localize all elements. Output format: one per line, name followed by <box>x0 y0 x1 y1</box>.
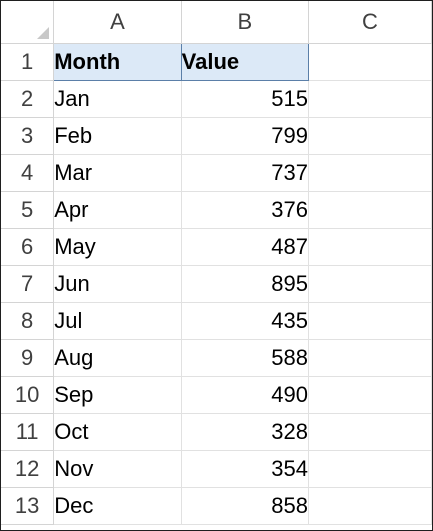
header-cell-month[interactable]: Month <box>53 42 182 81</box>
sheet-row: 7 Jun 895 <box>1 265 432 303</box>
month-cell[interactable]: Jan <box>53 80 182 118</box>
sheet-row: 9 Aug 588 <box>1 339 432 377</box>
cell[interactable] <box>308 43 432 81</box>
cell[interactable] <box>308 487 432 525</box>
row-header[interactable]: 4 <box>1 154 55 192</box>
row-header[interactable]: 1 <box>1 43 55 81</box>
sheet-row: 6 May 487 <box>1 228 432 266</box>
row-header[interactable]: 3 <box>1 117 55 155</box>
cell[interactable] <box>308 450 432 488</box>
cell[interactable] <box>308 265 432 303</box>
column-header-row: A B C <box>1 1 432 44</box>
month-cell[interactable]: Feb <box>53 117 182 155</box>
cell[interactable] <box>308 191 432 229</box>
month-cell[interactable]: Jul <box>53 302 182 340</box>
value-cell[interactable]: 328 <box>181 413 310 451</box>
value-cell[interactable]: 490 <box>181 376 310 414</box>
sheet-row: 11 Oct 328 <box>1 413 432 451</box>
value-cell[interactable]: 737 <box>181 154 310 192</box>
month-cell[interactable]: Nov <box>53 450 182 488</box>
month-cell[interactable]: Jun <box>53 265 182 303</box>
month-cell[interactable]: May <box>53 228 182 266</box>
value-cell[interactable]: 487 <box>181 228 310 266</box>
cell[interactable] <box>308 339 432 377</box>
column-header-c[interactable]: C <box>308 1 432 44</box>
cell[interactable] <box>308 376 432 414</box>
row-header[interactable]: 5 <box>1 191 55 229</box>
month-cell[interactable]: Mar <box>53 154 182 192</box>
row-header[interactable]: 6 <box>1 228 55 266</box>
cell[interactable] <box>308 302 432 340</box>
month-cell[interactable]: Oct <box>53 413 182 451</box>
cell[interactable] <box>308 80 432 118</box>
sheet-row: 12 Nov 354 <box>1 450 432 488</box>
select-all-triangle-icon <box>37 26 50 39</box>
month-cell[interactable]: Sep <box>53 376 182 414</box>
row-header[interactable]: 12 <box>1 450 55 488</box>
value-cell[interactable]: 895 <box>181 265 310 303</box>
sheet-row: 13 Dec 858 <box>1 487 432 525</box>
cell[interactable] <box>308 154 432 192</box>
cell[interactable] <box>308 117 432 155</box>
row-header[interactable]: 11 <box>1 413 55 451</box>
cell[interactable] <box>308 228 432 266</box>
row-header[interactable]: 2 <box>1 80 55 118</box>
value-cell[interactable]: 354 <box>181 450 310 488</box>
value-cell[interactable]: 376 <box>181 191 310 229</box>
value-cell[interactable]: 588 <box>181 339 310 377</box>
column-header-a[interactable]: A <box>53 1 182 44</box>
value-cell[interactable]: 799 <box>181 117 310 155</box>
sheet-row: 10 Sep 490 <box>1 376 432 414</box>
month-cell[interactable]: Apr <box>53 191 182 229</box>
sheet-row: 8 Jul 435 <box>1 302 432 340</box>
month-cell[interactable]: Aug <box>53 339 182 377</box>
column-header-b[interactable]: B <box>181 1 310 44</box>
sheet-row: 4 Mar 737 <box>1 154 432 192</box>
value-cell[interactable]: 858 <box>181 487 310 525</box>
month-cell[interactable]: Dec <box>53 487 182 525</box>
row-header[interactable]: 9 <box>1 339 55 377</box>
select-all-button[interactable] <box>1 1 55 44</box>
sheet-row: 3 Feb 799 <box>1 117 432 155</box>
sheet-row: 1 Month Value <box>1 42 432 81</box>
row-header[interactable]: 8 <box>1 302 55 340</box>
row-header[interactable]: 13 <box>1 487 55 525</box>
sheet-row: 2 Jan 515 <box>1 80 432 118</box>
data-rows: 2 Jan 515 3 Feb 799 4 Mar 737 5 Apr 376 6 May 487 7 Jun 8… <box>1 80 432 525</box>
row-header[interactable]: 10 <box>1 376 55 414</box>
sheet-row: 5 Apr 376 <box>1 191 432 229</box>
cell[interactable] <box>308 413 432 451</box>
value-cell[interactable]: 515 <box>181 80 310 118</box>
value-cell[interactable]: 435 <box>181 302 310 340</box>
row-header[interactable]: 7 <box>1 265 55 303</box>
header-cell-value[interactable]: Value <box>180 42 310 81</box>
